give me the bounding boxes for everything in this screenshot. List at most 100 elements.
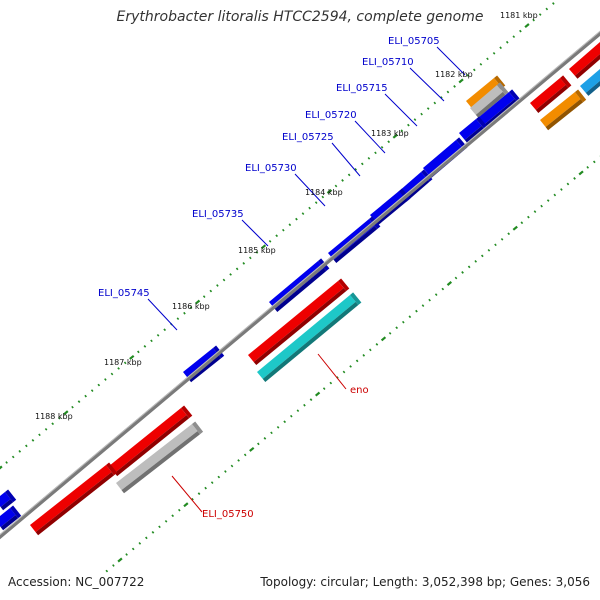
ruler-tick	[249, 446, 255, 452]
ruler-tick	[97, 383, 101, 387]
ruler-tick	[458, 78, 464, 84]
ruler-tick	[57, 416, 61, 420]
ruler-tick	[156, 333, 160, 337]
ruler-tick	[519, 29, 522, 33]
ruler-tick	[71, 405, 74, 409]
gene-eli-05710[interactable]	[478, 89, 521, 128]
gene-left-edge-1[interactable]	[0, 489, 17, 511]
gene-eno[interactable]	[257, 292, 362, 382]
ruler-tick	[194, 299, 201, 305]
ruler-tick	[171, 514, 175, 518]
ruler-tick	[210, 481, 214, 484]
genome-title: Erythrobacter litoralis HTCC2594, comple…	[116, 9, 484, 25]
ruler-tick	[533, 210, 537, 213]
gene-label-eli-05725[interactable]: ELI_05725	[282, 132, 334, 143]
gene-eli-05750[interactable]	[116, 421, 204, 494]
gene-label-eli-05745[interactable]: ELI_05745	[98, 288, 150, 299]
ruler-tick	[512, 225, 518, 231]
ruler-tick	[248, 256, 252, 260]
ruler-tick	[360, 162, 364, 166]
ruler-tick	[314, 391, 321, 397]
ruler-tick	[288, 223, 292, 227]
ruler-tick	[230, 464, 234, 468]
ruler-tick	[461, 271, 464, 274]
ruler-tick	[289, 414, 293, 418]
ruler-tick	[355, 359, 359, 363]
gene-right-red[interactable]	[530, 75, 572, 113]
gene-label-eli-05720[interactable]: ELI_05720	[305, 110, 357, 121]
ruler-tick	[268, 239, 272, 243]
ruler-tick	[407, 123, 410, 127]
gene-eli-05720[interactable]	[423, 137, 468, 178]
ruler-tick	[44, 427, 48, 431]
ruler-tick	[0, 465, 3, 470]
ruler-tick	[426, 107, 430, 110]
ruler-tick	[415, 309, 418, 313]
gene-label-eli-05715[interactable]: ELI_05715	[336, 83, 388, 94]
ruler-tick	[545, 7, 549, 11]
ruler-tick	[434, 293, 438, 296]
gene-label-eli-05705[interactable]: ELI_05705	[388, 36, 440, 47]
gene-right-edge-blue[interactable]	[580, 66, 600, 96]
ruler-tick	[494, 243, 497, 247]
ruler-tick	[507, 232, 511, 236]
ruler-tick	[480, 254, 484, 258]
ruler-tick	[275, 234, 279, 238]
ruler-tick	[51, 422, 55, 426]
ruler-label-1182: 1182 kbp	[435, 70, 473, 79]
gene-eli-05715[interactable]	[459, 116, 488, 144]
ruler-tick	[466, 74, 470, 77]
gene-label-eli-05730[interactable]: ELI_05730	[245, 163, 297, 174]
ruler-tick	[314, 201, 318, 204]
ruler-label-1185: 1185 kbp	[238, 246, 276, 255]
ruler-tick	[237, 459, 240, 462]
gene-eno-upper[interactable]	[248, 278, 350, 366]
gene-lower-left[interactable]	[30, 462, 118, 536]
gene-right-edge-red[interactable]	[569, 39, 600, 79]
gene-label-eli-05735[interactable]: ELI_05735	[192, 209, 244, 220]
ruler-tick	[222, 278, 226, 282]
gene-eli-05750-upper[interactable]	[109, 405, 193, 477]
ruler-tick	[117, 557, 123, 563]
ruler-tick	[145, 536, 148, 540]
gene-labels: ELI_05705 ELI_05710 ELI_05715 ELI_05720 …	[98, 36, 440, 520]
ruler-tick	[388, 331, 392, 335]
ruler-tick	[592, 160, 596, 164]
ruler-tick	[189, 306, 193, 310]
ruler-tick	[260, 244, 267, 250]
ruler-tick	[540, 204, 543, 208]
gene-left-edge-2[interactable]	[0, 505, 22, 531]
ruler-tick	[573, 177, 576, 180]
ruler-tick	[123, 361, 127, 365]
ruler-tick	[18, 450, 22, 453]
ruler-tick	[395, 326, 399, 330]
ruler-tick	[151, 530, 155, 534]
gene-label-eli-05710[interactable]: ELI_05710	[362, 57, 414, 68]
ruler-tick	[474, 260, 478, 263]
ruler-tick	[538, 13, 542, 16]
ruler-tick	[392, 133, 398, 139]
ruler-tick	[380, 336, 387, 342]
ruler-tick	[104, 378, 107, 381]
ruler-tick	[308, 206, 311, 210]
ruler-tick	[560, 188, 563, 191]
ruler-tick	[150, 339, 153, 343]
leader-line	[317, 353, 347, 390]
gene-label-eli-05750[interactable]: ELI_05750	[202, 509, 254, 520]
gene-label-eno[interactable]: eno	[350, 385, 369, 396]
ruler-tick	[334, 184, 338, 188]
leader-line	[171, 475, 203, 513]
ruler-tick	[486, 57, 489, 61]
gene-eli-05705-shadow[interactable]	[470, 82, 509, 118]
label-leader-lines	[147, 46, 466, 513]
ruler-tick	[472, 68, 476, 72]
ruler-tick	[362, 354, 366, 357]
ruler-tick	[380, 145, 384, 149]
gene-right-orange[interactable]	[540, 89, 587, 131]
ruler-tick	[421, 304, 425, 307]
ruler-tick	[301, 212, 305, 215]
ruler-tick	[408, 315, 412, 319]
ruler-tick	[454, 276, 458, 280]
ruler-tick	[63, 410, 69, 416]
